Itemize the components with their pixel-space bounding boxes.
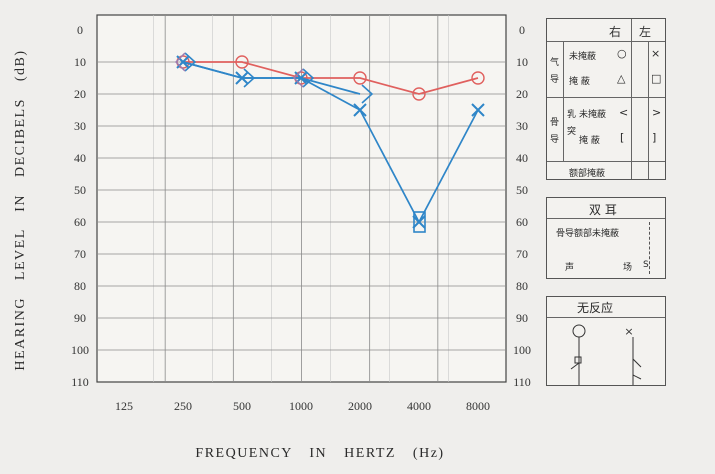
binaural-bone-forehead: 骨导额部未掩蔽 [556, 229, 620, 239]
legend-air-category: 气导 [550, 58, 560, 85]
y-tick-label-right: 100 [513, 343, 531, 357]
y-tick-label-left: 40 [74, 151, 86, 165]
legend-bone-category: 骨导 [550, 118, 560, 145]
y-tick-label-right: 30 [516, 119, 528, 133]
y-tick-label-left: 10 [74, 55, 86, 69]
no-response-x-icon: × [624, 325, 633, 338]
y-tick-label-right: 90 [516, 311, 528, 325]
y-axis-left-ticks: 0 10 20 30 40 50 60 70 80 90 100 110 [71, 23, 89, 389]
y-tick-label-left: 30 [74, 119, 86, 133]
y-tick-label-right: 70 [516, 247, 528, 261]
series-layer [174, 52, 485, 233]
no-response-square-icon [574, 356, 582, 364]
series-marker-x [471, 103, 485, 117]
y-tick-label-left: 20 [74, 87, 86, 101]
y-axis-label: HEARING LEVEL IN DECIBELS (dB) [13, 49, 28, 371]
binaural-sound-field-right: 场 [623, 263, 633, 273]
y-tick-label-right: 0 [519, 23, 525, 37]
series-marker-x [353, 103, 367, 117]
y-tick-label-right: 20 [516, 87, 528, 101]
series-marker-circle [235, 55, 249, 69]
y-tick-label-left: 60 [74, 215, 86, 229]
series-line-circle [183, 61, 479, 95]
x-tick-label: 8000 [466, 399, 490, 413]
legend-bone-forehead-masked: 额部掩蔽 [569, 169, 606, 179]
y-tick-label-right: 80 [516, 279, 528, 293]
series-marker-bracket-left [292, 68, 304, 88]
legend-air-unmasked: 未掩蔽 [569, 52, 597, 62]
no-response-symbols: × [570, 324, 642, 385]
series-marker-angle-right [243, 68, 256, 88]
y-tick-label-left: 80 [74, 279, 86, 293]
x-tick-label: 125 [115, 399, 133, 413]
y-tick-label-right: 10 [516, 55, 528, 69]
binaural-header: 双 耳 [589, 203, 617, 217]
y-tick-label-left: 0 [77, 23, 83, 37]
no-response-header: 无反应 [577, 301, 614, 315]
legend-ear-symbols: 右 左 气导 未掩蔽 掩 蔽 ○ × △ □ 骨导 乳突 未掩蔽 掩 蔽 < >… [546, 18, 666, 180]
y-tick-label-right: 40 [516, 151, 528, 165]
legend-symbol-bone-unmasked-left: > [652, 106, 662, 119]
legend-no-response: 无反应 × [546, 296, 666, 386]
x-tick-label: 500 [233, 399, 251, 413]
series-marker-bracket-square [413, 211, 426, 233]
legend-bone-unmasked: 未掩蔽 [579, 110, 607, 120]
x-axis-label: FREQUENCY IN HERTZ (Hz) [195, 446, 445, 461]
series-marker-angle-right [184, 52, 197, 72]
series-line-angle-right [182, 61, 361, 95]
legend-symbol-air-unmasked-right: ○ [617, 47, 627, 60]
x-tick-label: 2000 [348, 399, 372, 413]
legend-bone-masked: 掩 蔽 [579, 136, 600, 146]
legend-left-ear-header: 左 [639, 25, 652, 39]
legend-binaural: 双 耳 骨导额部未掩蔽 声 场 S [546, 197, 666, 279]
series-marker-circle [412, 87, 426, 101]
series-marker-angle-right [302, 68, 315, 88]
no-response-circle-icon [572, 324, 586, 338]
legend-air-masked: 掩 蔽 [569, 77, 590, 87]
legend-right-ear-header: 右 [609, 25, 622, 39]
y-tick-label-right: 110 [513, 375, 531, 389]
series-marker-angle-right [361, 84, 374, 104]
series-marker-x [412, 215, 426, 229]
binaural-sound-field-left: 声 [565, 263, 575, 273]
y-tick-label-right: 50 [516, 183, 528, 197]
legend-symbol-air-unmasked-left: × [651, 47, 661, 60]
series-marker-circle [353, 71, 367, 85]
y-tick-label-left: 70 [74, 247, 86, 261]
legend-symbol-bone-unmasked-right: < [619, 106, 629, 119]
y-tick-label-left: 110 [71, 375, 89, 389]
x-tick-label: 1000 [289, 399, 313, 413]
y-axis-label-wrap: HEARING LEVEL IN DECIBELS (dB) [6, 40, 36, 380]
series-marker-circle [471, 71, 485, 85]
y-tick-label-left: 100 [71, 343, 89, 357]
binaural-sound-field-symbol: S [643, 260, 649, 270]
y-tick-label-left: 90 [74, 311, 86, 325]
series-marker-bracket-left [174, 52, 186, 72]
x-tick-label: 4000 [407, 399, 431, 413]
legend-bone-mastoid: 乳突 [567, 110, 577, 137]
x-axis-ticks: 125 250 500 1000 2000 4000 8000 [115, 399, 490, 413]
y-tick-label-right: 60 [516, 215, 528, 229]
legend-symbol-bone-masked-right: [ [620, 131, 625, 144]
x-tick-label: 250 [174, 399, 192, 413]
legend-symbol-air-masked-right: △ [617, 72, 626, 85]
y-axis-right-ticks: 0 10 20 30 40 50 60 70 80 90 100 110 [513, 23, 531, 389]
y-tick-label-left: 50 [74, 183, 86, 197]
legend-symbol-air-masked-left: □ [651, 72, 662, 85]
legend-symbol-bone-masked-left: ] [652, 131, 657, 144]
